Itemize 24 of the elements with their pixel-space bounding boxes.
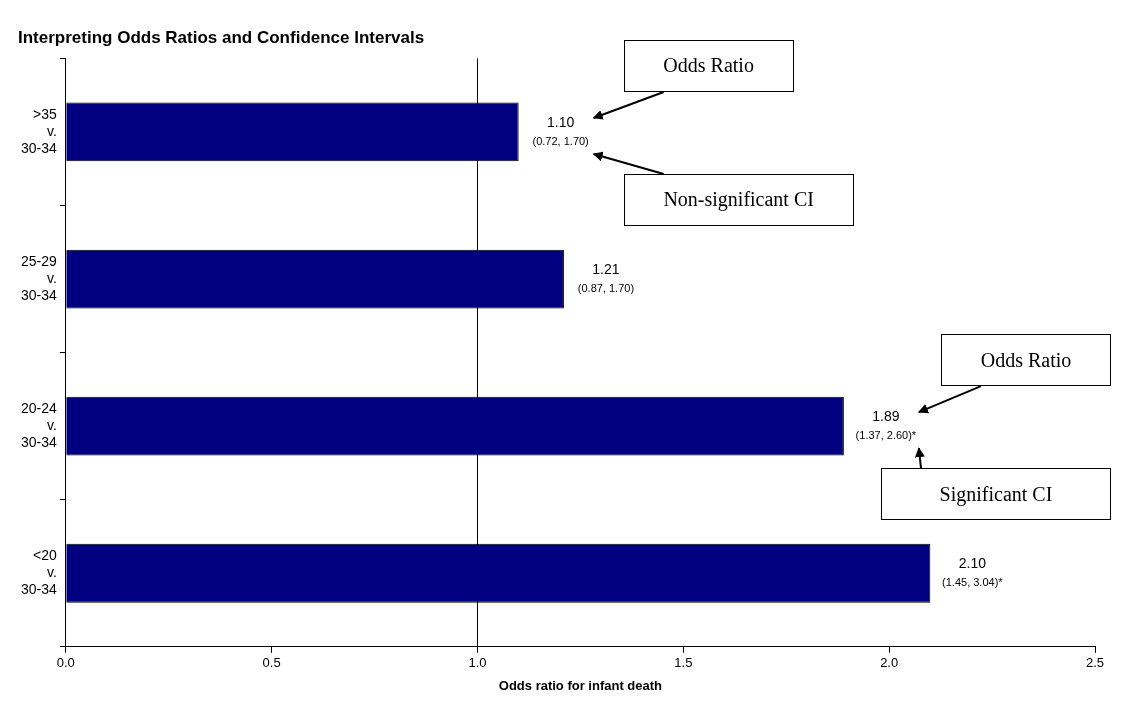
annotation: Significant CI	[939, 482, 1053, 506]
y-tick-label: 20-24 v. 30-34	[20, 400, 58, 450]
x-tick-label: 0.5	[262, 655, 281, 671]
callout-box: Non-significant CI	[623, 173, 854, 226]
data-label: 1.89 (1.37, 2.60)*	[855, 408, 917, 442]
callout-box: Significant CI	[881, 468, 1111, 521]
x-tick-label: 2.0	[880, 655, 899, 671]
y-tick-label: <20 v. 30-34	[20, 547, 58, 597]
annotation: Non-significant CI	[663, 188, 814, 212]
x-tick-label: 1.5	[674, 655, 693, 671]
callout-box: Odds Ratio	[623, 39, 794, 92]
callout-box: Odds Ratio	[941, 334, 1111, 387]
x-axis-title: Odds ratio for infant death	[498, 677, 663, 693]
y-tick-label: >35 v. 30-34	[20, 106, 58, 156]
data-label: 2.10 (1.45, 3.04)*	[942, 555, 1004, 589]
chart-title: Interpreting Odds Ratios and Confidence Intervals	[18, 27, 425, 47]
x-tick-label: 2.5	[1085, 655, 1105, 671]
x-tick-label: 1.0	[468, 655, 487, 671]
x-tick-label: 0.0	[56, 655, 75, 671]
data-label: 1.10 (0.72, 1.70)	[532, 113, 589, 147]
y-tick-label: 25-29 v. 30-34	[20, 253, 58, 303]
annotation: Odds Ratio	[980, 348, 1072, 372]
annotation: Odds Ratio	[663, 54, 754, 78]
data-label: 1.21 (0.87, 1.70)	[577, 260, 635, 295]
